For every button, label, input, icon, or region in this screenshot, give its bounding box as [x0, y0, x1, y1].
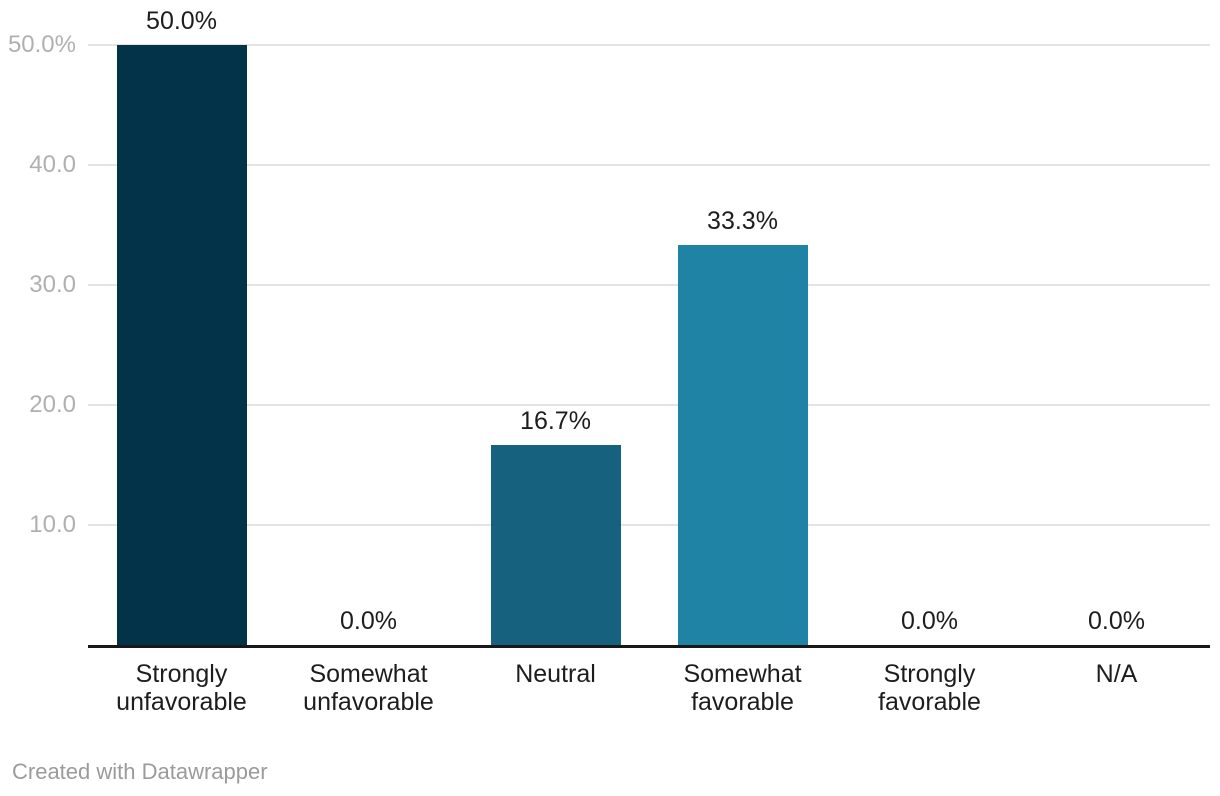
- y-axis-tick-label: 20.0: [29, 391, 76, 418]
- datawrapper-attribution-link[interactable]: Created with Datawrapper: [12, 759, 268, 784]
- bar-value-label: 33.3%: [707, 207, 778, 236]
- bar: [677, 245, 808, 645]
- x-axis-baseline: [88, 645, 1210, 648]
- x-axis-category-label: Strongly unfavorable: [116, 660, 247, 716]
- bar-value-label: 0.0%: [901, 607, 958, 635]
- y-axis-tick-label: 40.0: [29, 151, 76, 178]
- bar: [116, 45, 247, 645]
- x-axis-category-label: Strongly favorable: [878, 660, 981, 716]
- bar-value-label: 0.0%: [1088, 607, 1145, 635]
- y-axis-tick-label: 30.0: [29, 271, 76, 298]
- bar: [490, 444, 621, 645]
- gridline: [88, 524, 1210, 526]
- x-axis-category-label: Somewhat favorable: [683, 660, 802, 716]
- gridline: [88, 284, 1210, 286]
- y-axis-tick-label: 10.0: [29, 511, 76, 538]
- y-axis-tick-label: 50.0%: [7, 31, 76, 58]
- gridline: [88, 404, 1210, 406]
- x-axis-category-label: Neutral: [515, 660, 596, 688]
- gridline: [88, 164, 1210, 166]
- bar-value-label: 0.0%: [340, 607, 397, 635]
- gridline: [88, 44, 1210, 46]
- x-axis-category-label: Somewhat unfavorable: [303, 660, 434, 716]
- x-axis-category-label: N/A: [1095, 660, 1138, 688]
- bar-value-label: 50.0%: [146, 7, 217, 35]
- bar-value-label: 16.7%: [520, 406, 591, 435]
